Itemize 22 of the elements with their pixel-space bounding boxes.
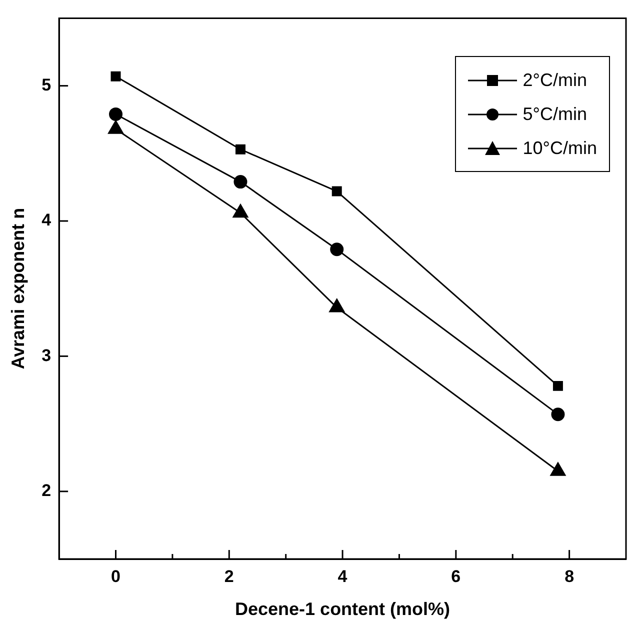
- x-tick-label: 2: [224, 566, 234, 586]
- point: [110, 71, 121, 82]
- x-tick-label: 8: [564, 566, 574, 586]
- point: [109, 107, 122, 121]
- legend-label: 2°C/min: [522, 70, 587, 91]
- x-tick-label: 0: [111, 566, 120, 586]
- point: [234, 175, 248, 189]
- y-axis-title: Avrami exponent n: [8, 208, 28, 370]
- y-tick-label: 3: [42, 346, 52, 365]
- y-tick-label: 2: [42, 481, 52, 500]
- point: [330, 242, 344, 256]
- x-axis-title: Decene-1 content (mol%): [235, 599, 450, 620]
- x-tick-label: 6: [451, 566, 461, 586]
- point: [235, 144, 246, 154]
- point: [332, 186, 342, 196]
- point: [552, 380, 563, 391]
- legend-label: 10°C/min: [522, 138, 597, 159]
- legend-label: 5°C/min: [522, 104, 587, 125]
- y-tick-label: 4: [42, 210, 52, 230]
- x-tick-label: 4: [338, 566, 348, 586]
- y-tick-label: 5: [42, 75, 52, 94]
- point: [551, 408, 565, 422]
